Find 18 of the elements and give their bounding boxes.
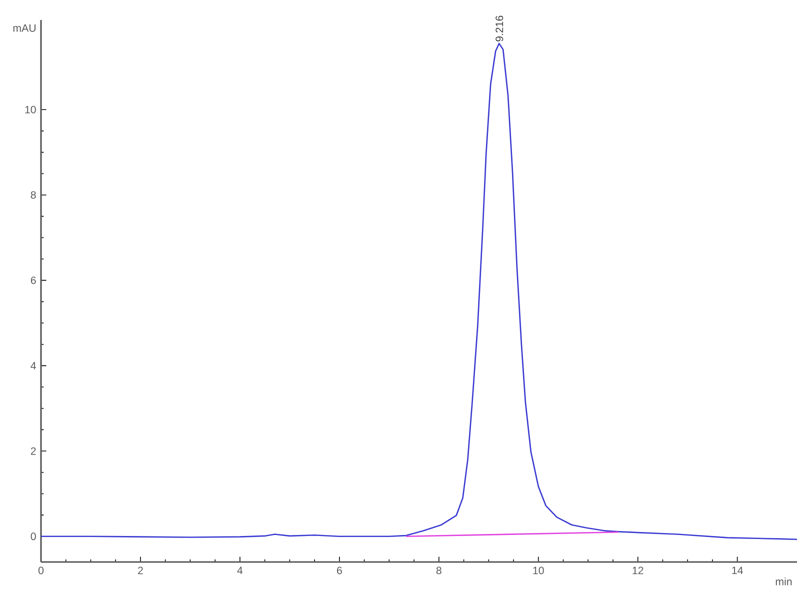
x-axis-title: min — [776, 578, 792, 586]
y-tick-label: 8 — [30, 191, 36, 199]
y-tick-label: 6 — [30, 276, 36, 284]
x-tick-label: 0 — [38, 566, 44, 574]
x-tick-label: 14 — [732, 566, 743, 574]
y-tick-label: 2 — [30, 447, 36, 455]
x-tick-label: 2 — [138, 566, 143, 574]
x-tick-label: 12 — [632, 566, 644, 574]
y-tick-label: 4 — [30, 362, 36, 370]
x-tick-label: 10 — [533, 566, 544, 574]
x-tick-label: 4 — [237, 566, 243, 574]
y-axis-title: mAU — [13, 24, 36, 32]
annotation: 9.216 — [496, 16, 504, 42]
line-series — [40, 42, 798, 540]
x-tick-label: 8 — [436, 566, 442, 574]
y-tick-label: 0 — [30, 532, 36, 540]
x-tick-label: 6 — [337, 566, 342, 574]
y-tick-label: 10 — [25, 106, 36, 114]
